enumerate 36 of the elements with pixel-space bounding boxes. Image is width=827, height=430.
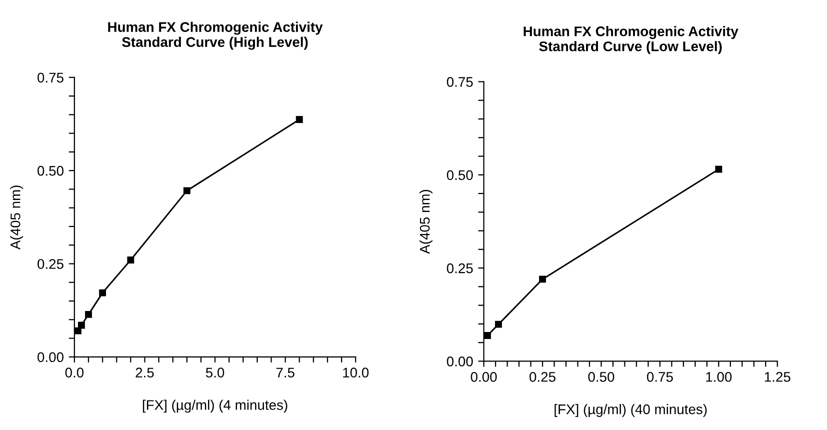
y-tick-label: 0.00 — [38, 352, 64, 362]
x-tick-label: 1.00 — [706, 372, 732, 382]
chart-title: Human FX Chromogenic Activity Standard Curve (Low Level) — [524, 26, 738, 54]
point — [296, 116, 303, 123]
y-tick-label: 0.50 — [38, 166, 64, 176]
chart-title: Human FX Chromogenic Activity Standard Curve (High Level) — [108, 22, 323, 50]
y-tick-label: 0.75 — [38, 72, 64, 83]
x-tick-label: 0.0 — [65, 368, 84, 378]
x-axis-title: [FX] (µg/ml) (4 minutes) — [142, 400, 288, 413]
x-tick-label: 1.25 — [764, 372, 790, 382]
x-tick-label: 0.00 — [470, 372, 497, 382]
point — [85, 310, 92, 318]
y-axis-title: A(405 nm) — [420, 190, 432, 254]
x-tick-label: 0.50 — [588, 372, 614, 382]
y-tick-label: 0.75 — [446, 77, 473, 87]
x-tick-label: 7.5 — [276, 368, 294, 378]
y-tick-label: 0.50 — [446, 170, 473, 180]
point — [539, 276, 546, 283]
y-tick-label: 0.25 — [446, 263, 473, 274]
point — [495, 320, 502, 328]
point — [484, 332, 491, 339]
x-axis-title: [FX] (µg/ml) (40 minutes) — [554, 404, 707, 417]
y-tick-label: 0.25 — [38, 259, 64, 269]
point — [78, 322, 85, 329]
x-tick-label: 0.25 — [530, 372, 556, 382]
x-tick-label: 10.0 — [343, 368, 369, 378]
point — [127, 256, 134, 264]
x-tick-label: 2.5 — [136, 368, 154, 378]
point — [99, 289, 106, 296]
point — [715, 166, 722, 173]
point — [74, 327, 82, 334]
x-tick-label: 5.0 — [206, 368, 224, 378]
y-axis-title: A(405 nm) — [10, 186, 24, 250]
point — [183, 187, 190, 194]
y-tick-label: 0.00 — [446, 356, 473, 366]
x-tick-label: 0.75 — [646, 372, 673, 382]
